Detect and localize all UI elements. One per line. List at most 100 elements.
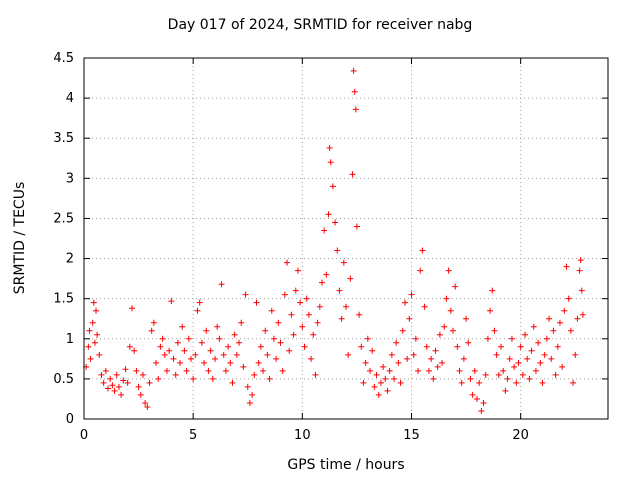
data-point	[559, 363, 566, 370]
data-point	[522, 331, 529, 338]
data-point	[242, 291, 249, 298]
data-point	[554, 343, 561, 350]
data-point	[436, 331, 443, 338]
plot-frame	[83, 57, 609, 420]
data-point	[214, 323, 221, 330]
data-point	[474, 395, 480, 402]
data-point	[190, 375, 197, 382]
data-point	[360, 379, 367, 386]
data-point	[96, 351, 103, 358]
data-point	[299, 323, 306, 330]
data-point	[86, 327, 93, 334]
data-point	[476, 379, 483, 386]
data-point	[227, 359, 234, 366]
data-point	[332, 219, 339, 226]
y-tick-label: 2.5	[53, 211, 74, 226]
data-point	[260, 367, 267, 374]
data-point	[198, 339, 205, 346]
data-point	[161, 351, 168, 358]
data-point	[423, 343, 430, 350]
data-point	[220, 351, 227, 358]
y-tick-label: 0	[66, 412, 74, 427]
data-point	[395, 359, 402, 366]
y-tick-label: 4	[66, 91, 74, 106]
x-tick-label: 0	[80, 428, 88, 443]
data-point	[301, 343, 308, 350]
x-tick-label: 10	[294, 428, 311, 443]
data-point	[434, 363, 441, 370]
data-point	[284, 259, 291, 266]
data-point	[253, 299, 260, 306]
data-point	[347, 275, 354, 282]
data-point	[369, 347, 376, 354]
data-point	[102, 367, 109, 374]
data-point	[508, 335, 515, 342]
data-point	[177, 359, 184, 366]
data-point	[266, 375, 273, 382]
data-point	[316, 303, 323, 310]
data-point	[144, 403, 151, 410]
data-point	[207, 347, 214, 354]
data-point	[264, 351, 271, 358]
data-point	[203, 327, 210, 334]
data-point	[122, 366, 129, 373]
data-point	[577, 257, 584, 264]
data-point	[578, 287, 585, 294]
grid	[84, 58, 608, 419]
data-point	[471, 367, 478, 374]
data-point	[463, 315, 470, 322]
data-point	[312, 371, 319, 378]
data-point	[556, 319, 563, 326]
data-point	[209, 375, 216, 382]
data-point	[222, 367, 229, 374]
data-point	[257, 343, 264, 350]
data-point	[561, 307, 568, 314]
data-point	[277, 339, 284, 346]
data-point	[251, 371, 258, 378]
data-point	[314, 319, 321, 326]
data-point	[146, 379, 153, 386]
axis-ticks: 0 0.5 1 1.5 2 2.5 3 3.5 4 4.5 0 5 10 15 20	[53, 51, 608, 443]
data-point	[326, 144, 333, 151]
data-point	[187, 355, 194, 362]
data-point	[386, 367, 393, 374]
data-point	[517, 343, 524, 350]
data-point	[447, 307, 454, 314]
data-point	[351, 88, 358, 95]
data-point	[452, 283, 459, 290]
data-point	[179, 323, 186, 330]
data-point	[382, 375, 389, 382]
data-point	[168, 298, 175, 305]
data-point	[406, 315, 413, 322]
data-point	[268, 307, 275, 314]
data-point	[535, 339, 542, 346]
data-point	[270, 335, 277, 342]
data-point	[493, 351, 500, 358]
data-point	[456, 367, 463, 374]
data-point	[530, 323, 537, 330]
data-point	[286, 347, 293, 354]
data-point	[404, 355, 411, 362]
data-point	[111, 387, 118, 394]
data-point	[334, 247, 341, 254]
data-point	[543, 335, 550, 342]
data-point	[90, 299, 97, 306]
data-point	[565, 295, 572, 302]
y-tick-label: 1.5	[53, 292, 74, 307]
data-point	[133, 367, 140, 374]
data-point	[362, 359, 369, 366]
data-point	[329, 183, 336, 190]
data-point	[567, 327, 574, 334]
data-point	[288, 311, 295, 318]
data-point	[371, 383, 378, 390]
data-point	[321, 227, 328, 234]
data-point	[216, 335, 223, 342]
y-tick-label: 3.5	[53, 131, 74, 146]
data-point	[94, 331, 101, 338]
data-point	[183, 367, 190, 374]
data-point	[290, 331, 297, 338]
data-point	[120, 377, 127, 384]
data-point	[511, 363, 518, 370]
data-point	[449, 327, 456, 334]
